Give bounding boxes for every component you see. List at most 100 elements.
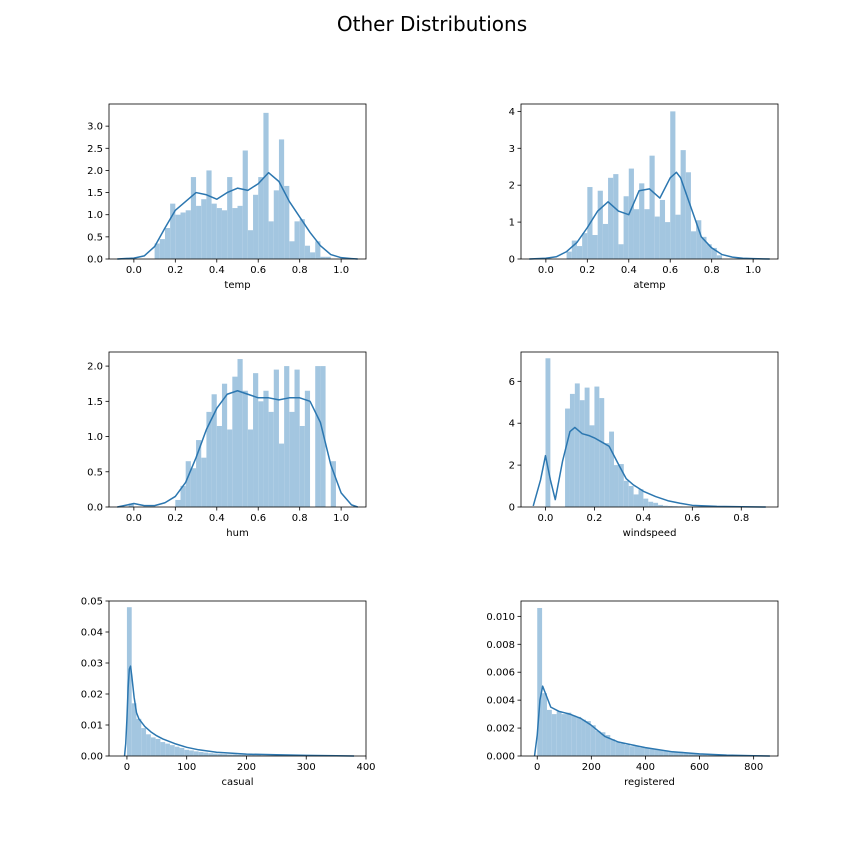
- histogram-bar: [159, 239, 165, 259]
- histogram-bar: [330, 461, 336, 507]
- histogram-bar: [604, 443, 610, 507]
- x-tick-label: 0: [534, 762, 540, 773]
- histogram-bar: [273, 369, 279, 507]
- histogram-bar: [128, 503, 134, 507]
- y-tick-label: 3: [509, 144, 515, 155]
- histogram-bar: [217, 753, 223, 756]
- histogram-bar: [253, 194, 259, 259]
- histogram-bar: [242, 390, 248, 507]
- histogram-bar: [648, 501, 654, 507]
- subplot-registered: 0 200 400 600 800 0.000 0.002 0.004 0.006 0.008 0.…: [486, 600, 779, 788]
- histogram-bar: [170, 203, 176, 259]
- histogram-bar: [193, 751, 199, 756]
- y-tick-label: 4: [509, 419, 515, 430]
- histogram-bar: [251, 755, 257, 756]
- histogram-bar: [654, 749, 659, 756]
- subplot-temp: 0.0 0.2 0.4 0.6 0.8 1.0 0.0 0.5 1.0 1.5 2.0 2.5 3.0 t…: [87, 103, 367, 291]
- y-tick-label: 1.0: [87, 210, 103, 221]
- histogram-bar: [542, 693, 547, 756]
- histogram-bar: [649, 749, 655, 756]
- histogram-bar: [155, 738, 161, 756]
- y-tick-label: 0.5: [87, 467, 103, 478]
- x-tick-label: 0.6: [250, 265, 266, 276]
- histogram-bar: [198, 751, 204, 756]
- histogram-bar: [711, 247, 717, 259]
- y-tick-label: 0.002: [486, 724, 515, 735]
- histogram-bar: [232, 208, 238, 259]
- histogram-bar: [675, 214, 681, 259]
- x-tick-label: 0.4: [209, 265, 225, 276]
- histogram-bar: [571, 715, 577, 756]
- axes-frame: [108, 351, 367, 508]
- histogram-bar: [665, 222, 671, 259]
- y-tick-label: 1.5: [87, 188, 103, 199]
- histogram-bar: [206, 411, 212, 507]
- histogram-bar: [227, 429, 233, 507]
- x-tick-label: 1.0: [333, 513, 349, 524]
- x-axis-label: casual: [221, 777, 253, 788]
- kde-line: [532, 426, 766, 508]
- histogram-bar: [590, 725, 596, 756]
- histogram-bar: [196, 205, 202, 259]
- histogram-bar: [175, 499, 181, 507]
- histogram-bar: [571, 240, 577, 259]
- x-tick-label: 200: [582, 762, 601, 773]
- y-tick-label: 1: [509, 218, 515, 229]
- histogram-bar: [227, 177, 233, 259]
- y-tick-label: 0.006: [486, 668, 515, 679]
- histogram-bar: [644, 747, 650, 756]
- subplot-hum: 0.0 0.2 0.4 0.6 0.8 1.0 0.0 0.5 1.0 1.5 2.0 hum: [87, 351, 367, 539]
- histogram-bar: [169, 745, 175, 756]
- histogram-bar: [236, 754, 242, 756]
- x-tick-label: 0.0: [538, 265, 554, 276]
- y-tick-label: 0.04: [81, 628, 103, 639]
- histogram-bar: [247, 230, 254, 259]
- histogram-bar: [584, 387, 590, 507]
- y-tick-label: 2.0: [87, 362, 103, 373]
- kde-line: [533, 685, 770, 757]
- histogram-bar: [237, 205, 243, 259]
- histogram-bar: [614, 465, 619, 507]
- histogram-bar: [222, 754, 228, 756]
- histogram-bar: [707, 754, 713, 756]
- histogram-bar: [258, 177, 264, 259]
- y-tick-label: 4: [509, 107, 515, 118]
- histogram-bar: [165, 743, 170, 756]
- histogram-bar: [608, 177, 614, 259]
- y-tick-label: 0: [509, 255, 515, 266]
- histogram-bar: [595, 730, 601, 756]
- histogram-bar: [232, 376, 238, 507]
- histogram-bar: [320, 366, 326, 507]
- y-tick-label: 1.5: [87, 397, 103, 408]
- histogram-bar: [569, 393, 575, 507]
- histogram-bar: [633, 494, 639, 507]
- x-tick-label: 0.4: [621, 265, 637, 276]
- x-axis-label: registered: [624, 777, 675, 788]
- histogram-bar: [667, 505, 673, 507]
- histogram-bar: [574, 383, 580, 507]
- histogram-bar: [638, 489, 644, 507]
- histogram-bar: [701, 236, 707, 259]
- axes-frame: [108, 600, 367, 757]
- histogram-bar: [663, 750, 669, 756]
- histogram-bar: [615, 742, 621, 756]
- histogram-bar: [662, 505, 668, 507]
- y-tick-label: 0.02: [81, 690, 103, 701]
- histogram-bar: [561, 714, 567, 756]
- kde-line: [123, 665, 355, 757]
- histogram-bar: [653, 502, 659, 507]
- histogram-bar: [693, 753, 698, 756]
- histogram-bar: [160, 742, 166, 756]
- histogram-bar: [639, 183, 645, 259]
- histogram-bar: [150, 737, 156, 756]
- x-tick-label: 0.8: [733, 513, 749, 524]
- histogram-bar: [242, 150, 248, 259]
- histogram-bar: [644, 209, 650, 259]
- histogram-bar: [599, 398, 605, 507]
- histogram-bar: [680, 150, 686, 259]
- histogram-bar: [659, 199, 666, 259]
- histogram-bar: [670, 111, 676, 259]
- x-tick-label: 0.4: [635, 513, 651, 524]
- x-tick-label: 0.2: [167, 513, 183, 524]
